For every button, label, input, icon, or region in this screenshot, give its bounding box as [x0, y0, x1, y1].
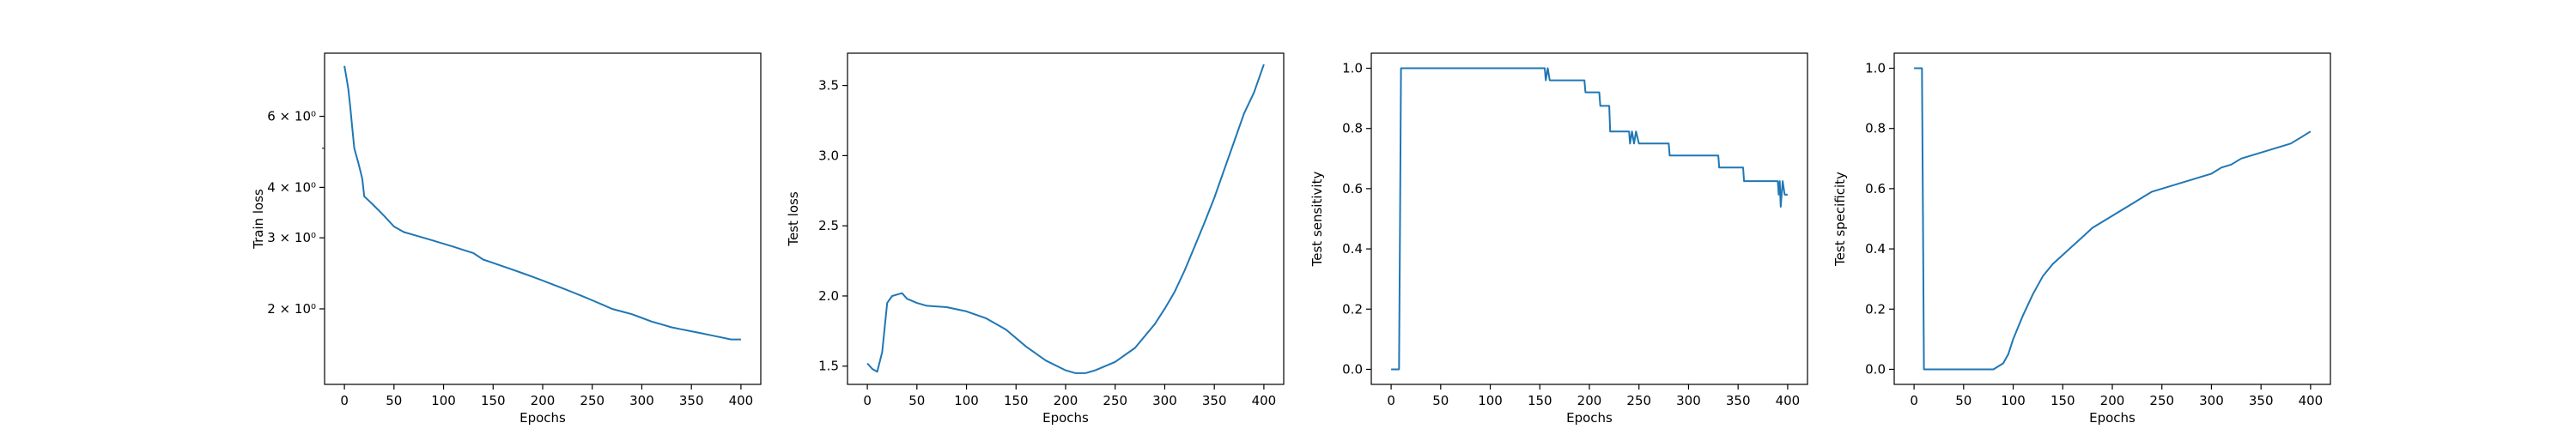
- y-tick-label: 1.0: [1342, 61, 1363, 76]
- x-tick-label: 300: [629, 393, 654, 408]
- x-tick-label: 300: [1676, 393, 1701, 408]
- x-axis-label: Epochs: [1566, 410, 1613, 426]
- y-tick-label: 2.0: [818, 288, 839, 304]
- axes-frame: [1370, 52, 1808, 385]
- subplot-4: 0 50 100 150 200 250 300 350 400 0.0 0.2 0.4 0.6 0.8 1…: [1832, 52, 2331, 426]
- x-tick-label: 300: [1152, 393, 1177, 408]
- y-tick-label: 4 × 10⁰: [267, 179, 316, 195]
- x-tick-label: 50: [386, 393, 402, 408]
- x-tick-label: 400: [2299, 393, 2324, 408]
- subplot-1: 0 50 100 150 200 250 300 350 400 2 × 10⁰ 3 × 10⁰ 4 …: [251, 52, 762, 426]
- y-tick-label: 2.5: [818, 218, 839, 233]
- x-tick-label: 200: [531, 393, 556, 408]
- x-tick-label: 350: [2249, 393, 2274, 408]
- series-line: [343, 65, 741, 341]
- series-line: [1391, 67, 1788, 371]
- x-tick-label: 0: [863, 393, 872, 408]
- y-tick-label: 0.4: [1865, 241, 1886, 257]
- y-axis-label: Test loss: [786, 191, 801, 246]
- y-tick-label: 0.0: [1865, 361, 1886, 377]
- x-tick-label: 350: [1726, 393, 1751, 408]
- y-tick-label: 1.0: [1865, 61, 1886, 76]
- series-line: [1914, 67, 2312, 371]
- x-tick-label: 400: [1776, 393, 1801, 408]
- y-tick-label: 0.6: [1865, 181, 1886, 196]
- x-tick-label: 50: [1955, 393, 1971, 408]
- series-line: [866, 63, 1265, 374]
- subplot-2: 0 50 100 150 200 250 300 350 400 1.5 2.0 2.5 3.0 3.5 E…: [786, 52, 1285, 426]
- x-tick-label: 150: [2050, 393, 2075, 408]
- y-tick-label: 0.8: [1865, 121, 1886, 136]
- y-axis-label: Test specificity: [1832, 172, 1848, 267]
- y-tick-label: 2 × 10⁰: [267, 301, 316, 317]
- x-tick-label: 100: [2001, 393, 2026, 408]
- x-tick-label: 250: [1626, 393, 1651, 408]
- y-tick-label: 0.2: [1865, 301, 1886, 317]
- x-tick-label: 100: [954, 393, 979, 408]
- x-tick-label: 350: [679, 393, 704, 408]
- y-axis-label: Test sensitivity: [1309, 172, 1325, 268]
- y-tick-label: 3 × 10⁰: [267, 230, 316, 245]
- x-tick-label: 200: [1577, 393, 1602, 408]
- x-tick-label: 400: [729, 393, 754, 408]
- y-tick-label: 1.5: [818, 359, 839, 374]
- axes-frame: [324, 52, 762, 385]
- x-tick-label: 50: [1432, 393, 1449, 408]
- x-tick-label: 250: [2149, 393, 2174, 408]
- y-tick-label: 3.5: [818, 78, 839, 94]
- y-tick-label: 0.2: [1342, 301, 1363, 317]
- axes-frame: [847, 52, 1285, 385]
- axes-frame: [1893, 52, 2331, 385]
- charts-container: 0 50 100 150 200 250 300 350 400 2 × 10⁰ 3 × 10⁰ 4 …: [251, 52, 2331, 426]
- y-tick-label: 0.4: [1342, 241, 1363, 257]
- subplot-3: 0 50 100 150 200 250 300 350 400 0.0 0.2 0.4 0.6 0.8 1…: [1309, 52, 1808, 426]
- x-tick-label: 150: [1528, 393, 1552, 408]
- x-tick-label: 100: [1478, 393, 1503, 408]
- x-tick-label: 0: [340, 393, 349, 408]
- x-tick-label: 150: [1004, 393, 1029, 408]
- y-tick-label: 0.0: [1342, 361, 1363, 377]
- x-tick-label: 300: [2199, 393, 2224, 408]
- x-tick-label: 200: [2100, 393, 2125, 408]
- x-axis-label: Epochs: [2089, 410, 2136, 426]
- x-axis-label: Epochs: [519, 410, 566, 426]
- x-tick-label: 150: [481, 393, 506, 408]
- y-tick-label: 6 × 10⁰: [267, 109, 316, 124]
- x-axis-label: Epochs: [1042, 410, 1089, 426]
- x-tick-label: 100: [431, 393, 456, 408]
- y-tick-label: 0.8: [1342, 121, 1363, 136]
- x-tick-label: 200: [1054, 393, 1078, 408]
- x-tick-label: 350: [1202, 393, 1227, 408]
- x-tick-label: 0: [1910, 393, 1918, 408]
- y-axis-label: Train loss: [251, 189, 266, 250]
- y-tick-label: 3.0: [818, 148, 839, 163]
- x-tick-label: 250: [1103, 393, 1127, 408]
- x-tick-label: 0: [1387, 393, 1395, 408]
- x-tick-label: 50: [908, 393, 925, 408]
- x-tick-label: 250: [580, 393, 605, 408]
- y-tick-label: 0.6: [1342, 181, 1363, 196]
- x-tick-label: 400: [1252, 393, 1277, 408]
